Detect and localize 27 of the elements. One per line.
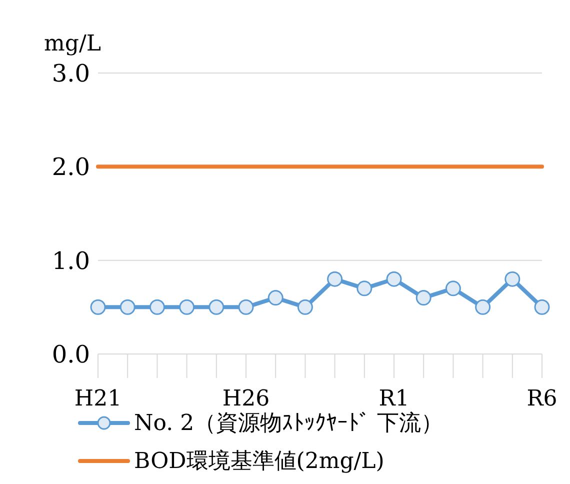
point xyxy=(297,299,313,315)
y-tick-label: 0.0 xyxy=(52,340,90,369)
point xyxy=(149,299,165,315)
point xyxy=(534,299,550,315)
y-tick-label: 1.0 xyxy=(52,246,90,275)
x-tick-label: H26 xyxy=(222,386,270,412)
point xyxy=(90,299,106,315)
point xyxy=(327,271,343,287)
x-tick-label: R6 xyxy=(526,386,558,412)
point xyxy=(179,299,195,315)
x-tick-label: H21 xyxy=(74,386,122,412)
point xyxy=(356,280,372,296)
point xyxy=(416,290,432,306)
y-tick-label: 3.0 xyxy=(52,60,90,88)
x-tick-label: R1 xyxy=(378,386,410,412)
point xyxy=(475,299,491,315)
y-tick-label: 2.0 xyxy=(52,153,90,182)
point xyxy=(120,299,136,315)
point xyxy=(208,299,224,315)
point xyxy=(386,271,402,287)
y-axis-title: mg/L xyxy=(44,32,102,57)
point xyxy=(445,280,461,296)
legend-label: No. 2（資源物ｽﾄｯｸﾔｰﾄﾞ 下流） xyxy=(134,410,444,438)
point xyxy=(504,271,520,287)
point xyxy=(238,299,254,315)
legend-label: BOD環境基準値(2mg/L) xyxy=(134,448,384,476)
point xyxy=(268,290,284,306)
